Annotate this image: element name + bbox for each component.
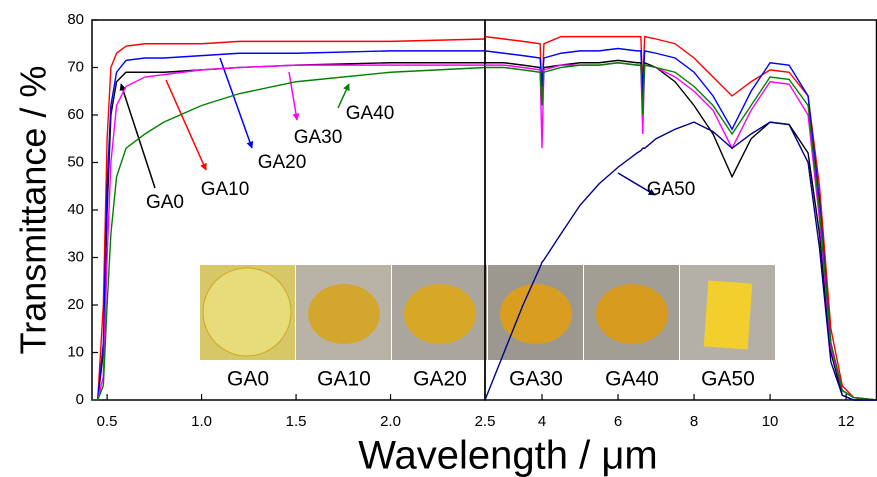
annotation: GA50 bbox=[647, 179, 696, 200]
annotation-arrow bbox=[219, 57, 254, 149]
x-tick-label: 4 bbox=[538, 413, 546, 430]
annotation: GA10 bbox=[201, 179, 250, 200]
x-tick-label: 2.5 bbox=[475, 413, 496, 430]
annotation: GA20 bbox=[258, 152, 307, 173]
annotation-arrow bbox=[119, 83, 156, 189]
series-line bbox=[485, 62, 877, 401]
y-axis-title: Transmittance / % bbox=[13, 66, 54, 355]
photo-label: GA40 bbox=[605, 368, 659, 391]
annotation-arrow bbox=[288, 71, 300, 121]
y-tick-label: 70 bbox=[67, 58, 84, 75]
series-line bbox=[484, 121, 877, 401]
x-tick-label: 6 bbox=[614, 413, 622, 430]
sample bbox=[500, 284, 572, 344]
y-tick-label: 40 bbox=[67, 201, 84, 218]
photo-label: GA50 bbox=[701, 368, 755, 391]
sample bbox=[308, 284, 380, 344]
sample bbox=[596, 284, 668, 344]
annotation: GA40 bbox=[346, 103, 395, 124]
x-tick-label: 2.0 bbox=[380, 413, 401, 430]
annotation: GA30 bbox=[294, 127, 343, 148]
series-line bbox=[92, 66, 486, 401]
x-tick-label: 8 bbox=[690, 413, 698, 430]
x-tick-label: 10 bbox=[762, 413, 779, 430]
photo-label: GA10 bbox=[317, 368, 371, 391]
series-line bbox=[92, 50, 485, 401]
annotation-arrow bbox=[337, 83, 350, 109]
y-tick-label: 60 bbox=[67, 106, 84, 123]
photo-label: GA20 bbox=[413, 368, 467, 391]
x-tick-label: 1.0 bbox=[191, 413, 212, 430]
x-tick-label: 12 bbox=[838, 413, 855, 430]
y-tick-label: 30 bbox=[67, 248, 84, 265]
sample bbox=[703, 280, 753, 350]
series-line bbox=[92, 38, 486, 401]
y-tick-label: 80 bbox=[67, 11, 84, 28]
y-tick-label: 20 bbox=[67, 296, 84, 313]
x-tick-label: 0.5 bbox=[97, 413, 118, 430]
series-line bbox=[92, 64, 485, 401]
annotation-arrow bbox=[165, 79, 207, 171]
photo-label: GA30 bbox=[509, 368, 563, 391]
y-tick-label: 10 bbox=[67, 343, 84, 360]
annotation: GA0 bbox=[146, 192, 184, 213]
x-tick-label: 1.5 bbox=[286, 413, 307, 430]
annotation-arrow bbox=[617, 172, 656, 196]
photo-label: GA0 bbox=[227, 368, 269, 391]
x-axis-title: Wavelength / μm bbox=[358, 434, 657, 477]
y-tick-label: 50 bbox=[67, 153, 84, 170]
series-line bbox=[484, 47, 877, 401]
sample bbox=[202, 267, 292, 357]
y-tick-label: 0 bbox=[76, 391, 84, 408]
sample bbox=[404, 284, 476, 344]
